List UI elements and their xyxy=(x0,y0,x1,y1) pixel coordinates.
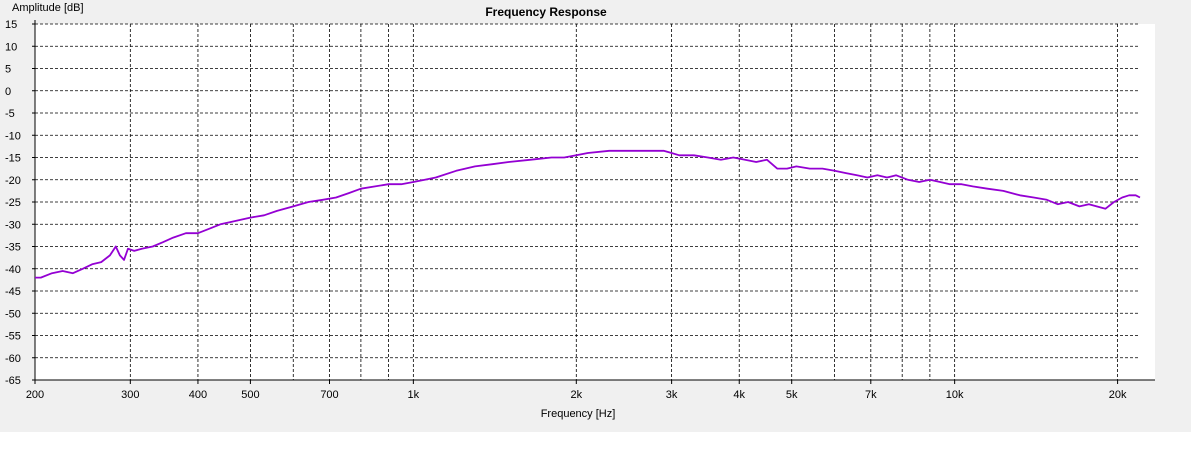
y-tick-label: -10 xyxy=(5,130,21,142)
x-tick-label: 500 xyxy=(241,389,259,401)
y-tick-label: -55 xyxy=(5,331,21,343)
y-tick-label: -50 xyxy=(5,308,21,320)
x-tick-label: 1k xyxy=(408,389,420,401)
y-tick-label: 0 xyxy=(5,86,11,98)
chart-svg: Frequency Response Amplitude [dB] Freque… xyxy=(5,2,1155,420)
y-tick-label: -60 xyxy=(5,353,21,365)
axes xyxy=(34,20,1155,381)
x-tick-label: 10k xyxy=(946,389,964,401)
series-layer xyxy=(35,149,1141,279)
y-tick-label: -5 xyxy=(5,108,15,120)
x-tick-label: 2k xyxy=(570,389,582,401)
y-tick-label: -15 xyxy=(5,153,21,165)
x-tick-label: 20k xyxy=(1109,389,1127,401)
x-tick-label: 300 xyxy=(121,389,139,401)
y-tick-label: -45 xyxy=(5,286,21,298)
y-tick-label: 15 xyxy=(5,19,17,31)
y-tick-label: 10 xyxy=(5,41,17,53)
x-tick-label: 4k xyxy=(733,389,745,401)
x-tick-label: 5k xyxy=(786,389,798,401)
series-line xyxy=(35,149,1141,279)
x-axis-label: Frequency [Hz] xyxy=(541,408,616,420)
y-tick-label: -65 xyxy=(5,375,21,387)
y-tick-label: -35 xyxy=(5,242,21,254)
y-tick-label: 5 xyxy=(5,64,11,76)
y-tick-label: -30 xyxy=(5,219,21,231)
y-tick-label: -40 xyxy=(5,264,21,276)
y-tick-label: -25 xyxy=(5,197,21,209)
x-tick-label: 200 xyxy=(26,389,44,401)
x-tick-label: 3k xyxy=(666,389,678,401)
tick-labels: 15 10 5 0 -5 -10 -15 -20 -25 -30 -35 -40 -45 -50 -55 -6… xyxy=(5,19,1127,401)
x-tick-label: 7k xyxy=(865,389,877,401)
y-tick-label: -20 xyxy=(5,175,21,187)
frequency-response-chart: Frequency Response Amplitude [dB] Freque… xyxy=(0,0,1191,432)
x-tick-label: 700 xyxy=(320,389,338,401)
x-tick-label: 400 xyxy=(189,389,207,401)
y-axis-label: Amplitude [dB] xyxy=(12,2,84,14)
chart-title: Frequency Response xyxy=(485,5,607,19)
